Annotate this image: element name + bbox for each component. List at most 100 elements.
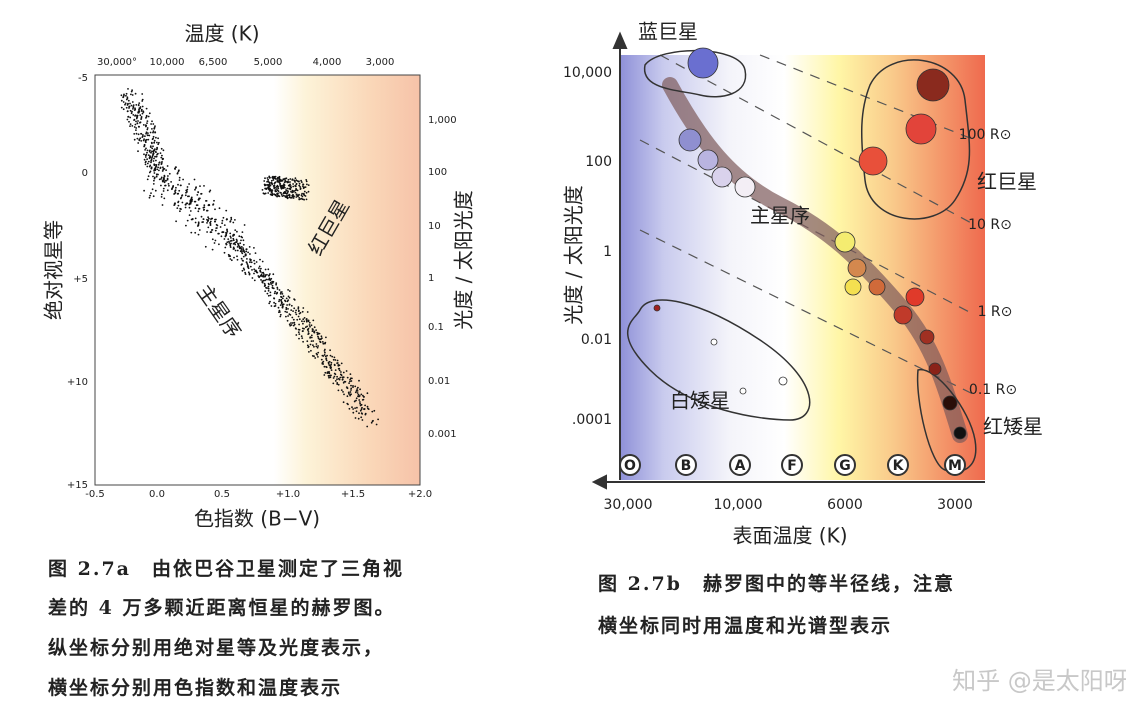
star-dot [127, 116, 129, 118]
star-dot [141, 93, 144, 95]
star-dot [149, 156, 151, 159]
star-dot [245, 261, 248, 263]
star-dot [155, 155, 158, 158]
star-dot [164, 180, 166, 182]
star-dot [300, 194, 303, 197]
tick-label: 10,000 [563, 65, 612, 81]
star-dot [307, 319, 310, 322]
star-dot [311, 328, 314, 330]
star-dot [336, 378, 338, 381]
star-dot [144, 124, 147, 126]
star-dot [166, 177, 169, 180]
star-dot [213, 199, 215, 202]
star-dot [249, 258, 251, 260]
star-dot [302, 192, 305, 195]
star-dot [306, 325, 308, 328]
star-dot [186, 191, 188, 193]
star-dot [302, 340, 304, 343]
star-dot [269, 279, 272, 281]
star-dot [146, 149, 149, 152]
star-dot [135, 132, 138, 135]
star-dot [318, 338, 321, 341]
star-dot [143, 189, 146, 192]
star-dot [282, 194, 285, 197]
star-dot [131, 125, 134, 127]
star-bubbles [653, 47, 967, 440]
star-dot [245, 250, 248, 253]
star-dot [285, 180, 287, 183]
star-dot [136, 122, 139, 124]
star-dot [272, 287, 275, 290]
star-dot [145, 147, 147, 150]
star-dot [190, 218, 193, 221]
star-dot [276, 288, 279, 290]
star-dot [299, 311, 302, 314]
star-dot [229, 246, 232, 249]
star-dot [271, 282, 274, 284]
star-dot [145, 132, 148, 135]
star-dot [134, 123, 137, 126]
radius-label: 1 R⊙ [978, 304, 1013, 320]
star-dot [315, 343, 318, 345]
star-dot [225, 231, 227, 234]
star-dot [275, 283, 277, 286]
star-dot [155, 175, 158, 178]
star-dot [342, 401, 345, 404]
star-dot [315, 329, 317, 331]
star-dot [197, 221, 200, 224]
star-dot [355, 397, 358, 400]
star-dot [222, 216, 225, 219]
star-dot [352, 385, 354, 387]
star-dot [184, 194, 187, 197]
star-dot [203, 204, 206, 207]
star-dot [206, 231, 209, 233]
star-dot [276, 179, 279, 182]
star-dot [350, 384, 352, 387]
star-dot [277, 176, 280, 179]
star-dot [373, 409, 376, 412]
star-dot [184, 203, 187, 206]
star-dot [266, 183, 269, 186]
star-dot [293, 190, 296, 192]
star-dot [147, 115, 150, 118]
star-dot [367, 408, 370, 410]
star-dot [236, 258, 239, 261]
star-dot [154, 131, 157, 134]
star-dot [261, 280, 264, 282]
star-dot [152, 160, 155, 162]
star-dot [229, 244, 232, 247]
tick-label: 0.01 [581, 332, 612, 348]
star-dot [145, 131, 148, 134]
tick-label: 6,500 [199, 57, 228, 68]
star-dot [360, 408, 363, 411]
star-dot [296, 318, 299, 321]
star-dot [126, 97, 129, 100]
star-dot [242, 267, 245, 270]
star-dot [346, 395, 349, 398]
star-dot [153, 142, 156, 144]
star-dot [173, 193, 176, 195]
star-dot [236, 230, 238, 233]
star-dot [131, 110, 133, 113]
star-dot [143, 145, 146, 148]
star-dot [291, 195, 294, 198]
star-dot [130, 112, 133, 115]
star-dot [286, 187, 289, 190]
star-dot [243, 268, 246, 271]
star-dot [336, 362, 339, 364]
star-dot [291, 316, 294, 319]
star-dot [146, 162, 149, 165]
star-dot [138, 139, 141, 142]
star-dot [287, 178, 290, 181]
star-dot [135, 117, 138, 120]
star-dot [357, 417, 360, 420]
star-dot [141, 105, 144, 108]
star-dot [281, 306, 284, 309]
star-dot [152, 175, 154, 178]
star-dot [154, 125, 156, 127]
star-dot [298, 180, 300, 183]
star-dot [158, 169, 160, 172]
star-dot [285, 297, 288, 300]
star-dot [212, 204, 214, 206]
star-dot [236, 249, 239, 252]
